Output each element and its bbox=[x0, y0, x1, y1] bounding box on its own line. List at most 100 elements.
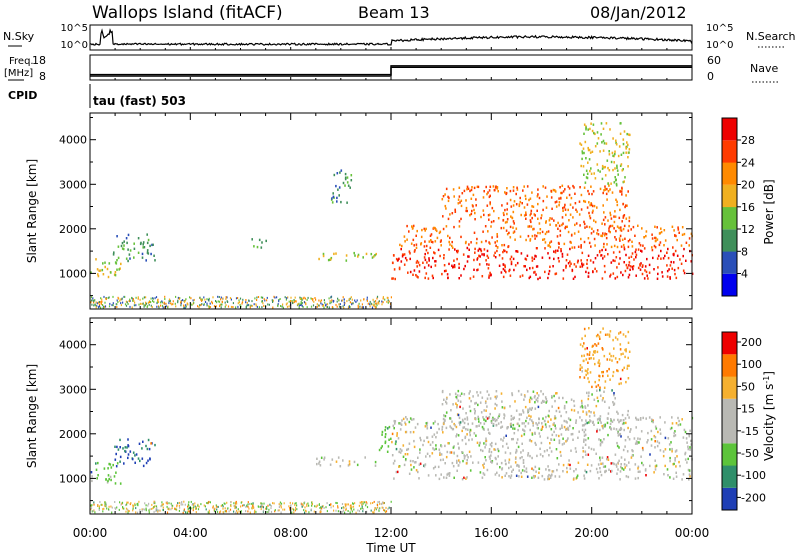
velocity-cell bbox=[132, 504, 134, 507]
power-cell bbox=[554, 251, 557, 254]
velocity-cell bbox=[130, 502, 132, 505]
power-cell bbox=[552, 265, 554, 268]
velocity-cell bbox=[435, 436, 437, 439]
velocity-cell bbox=[629, 430, 631, 433]
power-cell bbox=[472, 205, 474, 208]
velocity-cell bbox=[435, 474, 437, 477]
power-cell bbox=[160, 301, 162, 304]
velocity-cell bbox=[674, 457, 676, 460]
power-cell bbox=[620, 163, 623, 166]
power-cell bbox=[310, 297, 312, 300]
velocity-cell bbox=[108, 505, 110, 508]
velocity-cell bbox=[148, 511, 150, 514]
velocity-cell bbox=[208, 500, 210, 503]
velocity-cell bbox=[648, 416, 651, 419]
power-cell bbox=[458, 277, 460, 280]
power-cell bbox=[120, 298, 122, 301]
power-cell bbox=[616, 275, 619, 279]
power-cell bbox=[613, 154, 615, 158]
power-cell bbox=[489, 242, 491, 245]
velocity-cell bbox=[489, 432, 491, 435]
power-cell bbox=[127, 303, 129, 305]
velocity-cell bbox=[434, 420, 436, 423]
velocity-cell bbox=[613, 347, 615, 350]
velocity-cell bbox=[510, 414, 513, 418]
power-cell bbox=[547, 272, 550, 276]
velocity-cell bbox=[547, 465, 549, 468]
velocity-cell bbox=[503, 406, 506, 410]
power-cell bbox=[625, 147, 627, 150]
velocity-cell bbox=[446, 473, 448, 476]
power-cell bbox=[512, 257, 515, 261]
power-cell bbox=[339, 171, 341, 174]
power-cell bbox=[503, 243, 506, 247]
power-cell bbox=[659, 231, 661, 235]
velocity-cell bbox=[136, 511, 139, 514]
power-cell bbox=[418, 264, 421, 267]
power-cell bbox=[579, 265, 582, 268]
power-cell bbox=[262, 296, 264, 299]
velocity-cell bbox=[216, 508, 218, 511]
power-cell bbox=[579, 142, 581, 145]
power-cell bbox=[589, 169, 591, 173]
velocity-cell bbox=[152, 507, 154, 510]
power-cell bbox=[502, 226, 505, 230]
power-cell bbox=[443, 257, 445, 260]
power-cell bbox=[558, 197, 560, 200]
power-cell bbox=[620, 229, 623, 232]
velocity-cell bbox=[462, 459, 464, 463]
power-cell bbox=[562, 277, 565, 280]
velocity-cell bbox=[426, 452, 429, 455]
power-cell bbox=[525, 197, 527, 201]
power-cell bbox=[637, 266, 640, 270]
power-cell bbox=[424, 276, 426, 280]
velocity-cell bbox=[524, 395, 526, 398]
velocity-cell bbox=[685, 437, 688, 440]
velocity-cell bbox=[550, 474, 553, 477]
power-cell bbox=[332, 192, 334, 195]
power-cell bbox=[549, 217, 551, 220]
power-cell bbox=[677, 228, 680, 231]
power-cell bbox=[360, 299, 362, 302]
power-cell bbox=[158, 306, 160, 309]
power-cell bbox=[443, 264, 446, 267]
velocity-cell bbox=[649, 464, 651, 468]
power-cell bbox=[124, 303, 127, 306]
power-cell bbox=[90, 271, 92, 274]
velocity-cell bbox=[563, 442, 565, 445]
velocity-cell bbox=[463, 393, 466, 396]
power-cell bbox=[559, 234, 562, 237]
power-cell bbox=[100, 302, 102, 305]
power-cell bbox=[541, 230, 544, 234]
velocity-cell bbox=[528, 398, 531, 402]
power-cell bbox=[412, 224, 415, 228]
power-cell bbox=[286, 297, 288, 300]
power-cell bbox=[510, 262, 513, 266]
power-cell bbox=[558, 204, 560, 207]
power-cell bbox=[127, 233, 130, 237]
velocity-cell bbox=[521, 469, 524, 472]
velocity-cell bbox=[586, 463, 589, 466]
power-cell bbox=[593, 237, 596, 241]
power-cell bbox=[432, 256, 434, 260]
velocity-cell bbox=[188, 507, 190, 509]
velocity-cell bbox=[541, 427, 543, 431]
velocity-cell bbox=[399, 448, 402, 451]
power-cell bbox=[300, 302, 302, 305]
velocity-cell bbox=[461, 418, 464, 422]
velocity-cell bbox=[461, 451, 463, 454]
power-cell bbox=[141, 252, 144, 256]
velocity-cell bbox=[613, 392, 615, 395]
velocity-cell bbox=[588, 391, 590, 394]
power-cell bbox=[551, 217, 553, 220]
power-cell bbox=[497, 217, 500, 220]
power-cell bbox=[476, 185, 479, 188]
velocity-cell bbox=[581, 370, 583, 373]
velocity-cell bbox=[500, 438, 502, 441]
velocity-cell bbox=[388, 425, 391, 429]
velocity-cell bbox=[518, 424, 521, 428]
velocity-cell bbox=[541, 422, 543, 425]
power-cell bbox=[298, 302, 300, 305]
velocity-cell bbox=[358, 510, 361, 513]
velocity-cell bbox=[245, 510, 247, 513]
